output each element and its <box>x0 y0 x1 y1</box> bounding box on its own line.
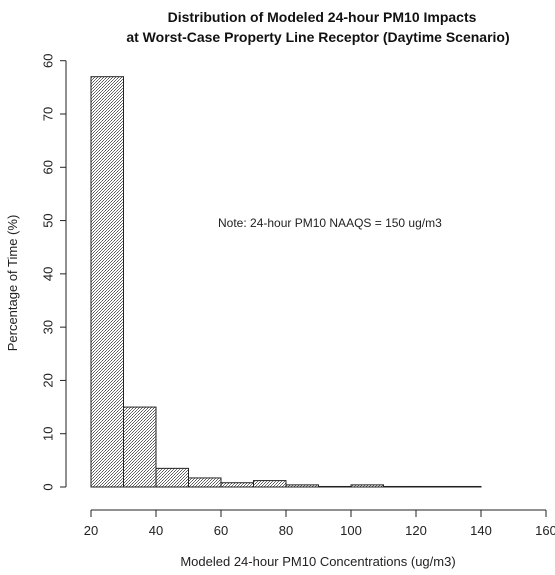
y-tick-label: 60 <box>41 53 56 67</box>
histogram-bar-12 <box>448 485 482 488</box>
histogram-bar-3 <box>155 467 189 488</box>
histogram-bar-11 <box>415 485 449 488</box>
histogram-bar-2 <box>123 406 157 488</box>
y-tick-label: 70 <box>41 107 56 121</box>
x-tick-label: 80 <box>279 523 293 538</box>
y-tick-label: 30 <box>41 320 56 334</box>
naaqs-note: Note: 24-hour PM10 NAAQS = 150 ug/m3 <box>218 216 442 230</box>
x-tick-label: 140 <box>470 523 492 538</box>
histogram-bar-10 <box>383 485 417 488</box>
histogram-bars <box>90 76 482 488</box>
x-tick-label: 120 <box>405 523 427 538</box>
histogram-bar-6 <box>253 480 287 488</box>
histogram-bar-7 <box>285 484 319 488</box>
histogram-bar-9 <box>350 484 384 488</box>
x-tick-label: 100 <box>340 523 362 538</box>
histogram-bar-4 <box>188 477 222 488</box>
histogram-bar-1 <box>90 76 124 488</box>
y-axis-label: Percentage of Time (%) <box>5 215 20 352</box>
x-axis-label: Modeled 24-hour PM10 Concentrations (ug/… <box>180 554 455 569</box>
histogram-bar-8 <box>318 485 352 488</box>
histogram-bar-5 <box>220 482 254 488</box>
y-tick-label: 60 <box>41 160 56 174</box>
y-tick-label: 50 <box>41 213 56 227</box>
x-axis: 20 40 60 80 100 120 140 160 <box>84 509 555 538</box>
y-axis: 0 10 20 30 40 50 60 70 60 <box>41 53 67 491</box>
chart-title-line-1: Distribution of Modeled 24-hour PM10 Imp… <box>168 9 477 25</box>
y-tick-label: 40 <box>41 267 56 281</box>
y-tick-label: 20 <box>41 373 56 387</box>
chart-title-line-2: at Worst-Case Property Line Receptor (Da… <box>126 29 509 45</box>
x-tick-label: 20 <box>84 523 98 538</box>
x-tick-label: 60 <box>214 523 228 538</box>
x-tick-label: 160 <box>535 523 555 538</box>
y-tick-label: 10 <box>41 426 56 440</box>
y-tick-label: 0 <box>41 483 56 490</box>
x-tick-label: 40 <box>149 523 163 538</box>
